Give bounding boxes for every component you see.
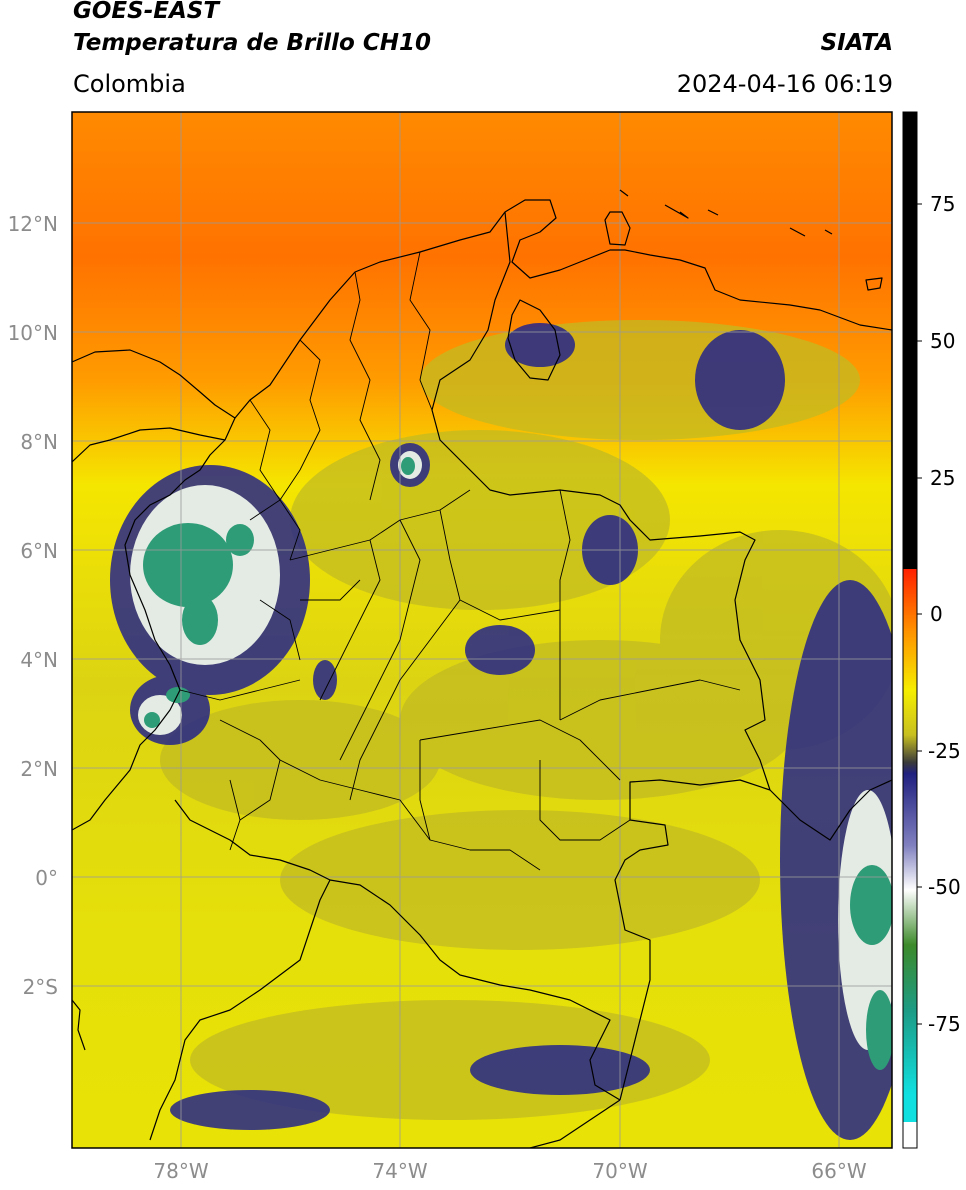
satellite-title: GOES-EAST (73, 0, 220, 24)
lon-tick-78W: 78°W (153, 1159, 208, 1183)
lon-tick-70W: 70°W (592, 1159, 647, 1183)
colorbar-gradient (903, 569, 917, 1122)
lat-tick-0: 0° (35, 866, 58, 890)
peru-brazil-border (529, 1099, 621, 1148)
latitude-labels: 12°N 10°N 8°N 6°N 4°N 2°N 0° 2°S (8, 212, 58, 999)
timestamp-label: 2024-04-16 06:19 (676, 70, 893, 98)
department-borders (179, 251, 741, 871)
region-label: Colombia (73, 70, 186, 98)
colorbar-tick-75: 75 (930, 192, 955, 216)
lon-tick-74W: 74°W (372, 1159, 427, 1183)
colorbar-tick-25: 25 (930, 466, 955, 490)
colorbar-tick-50: 50 (930, 329, 955, 353)
colorbar-tick-minus25: -25 (928, 739, 961, 763)
lat-tick-12N: 12°N (8, 212, 58, 236)
source-label: SIATA (820, 30, 893, 56)
paraguana (604, 211, 631, 246)
lat-tick-8N: 8°N (20, 430, 58, 454)
colorbar-tick-minus50: -50 (928, 875, 961, 899)
longitude-labels: 78°W 74°W 70°W 66°W (153, 1159, 866, 1183)
caribbean-coastline (72, 199, 892, 419)
product-title: Temperatura de Brillo CH10 (73, 30, 431, 56)
southern-coastline (72, 999, 86, 1051)
lat-tick-4N: 4°N (20, 648, 58, 672)
graticule (72, 112, 892, 1148)
lon-tick-66W: 66°W (811, 1159, 866, 1183)
lat-tick-2N: 2°N (20, 757, 58, 781)
colorbar-tick-minus75: -75 (928, 1012, 961, 1036)
trinidad (865, 277, 883, 291)
panama-coast (72, 427, 226, 463)
ecuador-peru-border (149, 879, 331, 1141)
borders (72, 189, 892, 1148)
lat-tick-6N: 6°N (20, 539, 58, 563)
colombia-brazil-border (614, 779, 771, 1101)
pacific-coastline (72, 417, 236, 831)
colorbar-white-segment (903, 1122, 917, 1148)
venezuela-south-border (769, 779, 892, 841)
colorbar-frame (902, 111, 918, 1149)
lat-tick-2S: 2°S (23, 975, 58, 999)
colombia-venezuela-border (431, 211, 771, 791)
coldest-cloud-cores (143, 457, 892, 1070)
map-frame (71, 111, 893, 1149)
lake-maracaibo (507, 299, 561, 381)
colorbar: 75 50 25 0 -25 -50 -75 (902, 111, 961, 1149)
colorbar-black-segment (903, 112, 917, 569)
colorbar-tick-0: 0 (930, 602, 943, 626)
aruba-curacao-bonaire (619, 189, 833, 237)
lat-tick-10N: 10°N (8, 321, 58, 345)
colombia-peru-border (174, 799, 621, 1101)
